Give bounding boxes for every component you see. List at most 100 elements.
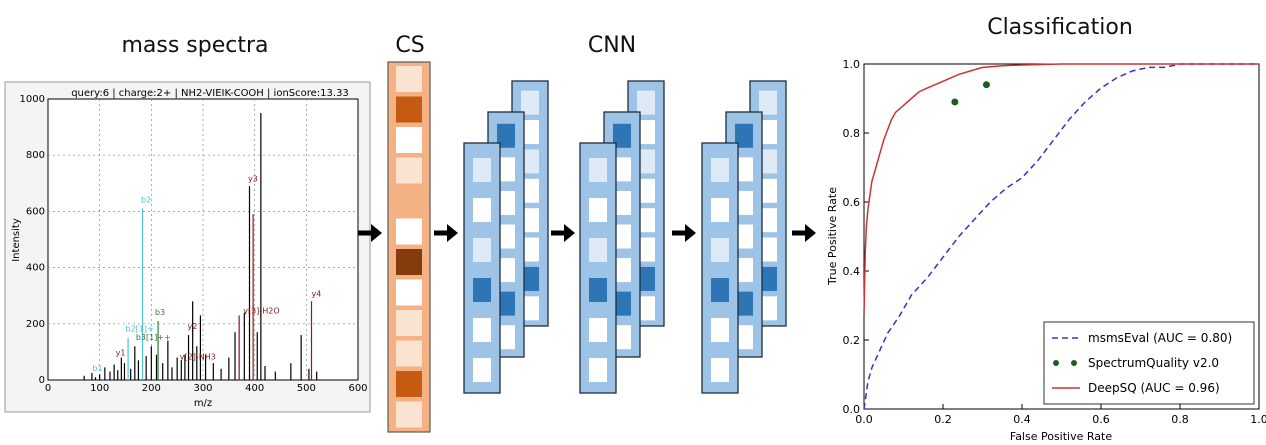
cnn-feature-map-front: [463, 142, 501, 394]
mass-spectra-title: mass spectra: [121, 33, 268, 58]
cnn-cell: [711, 198, 729, 222]
cnn-cell: [637, 178, 655, 203]
spectrum-peak-label: b2: [141, 195, 151, 204]
cnn-cell: [735, 325, 753, 350]
cnn-cell: [473, 198, 491, 222]
cnn-cell: [473, 238, 491, 262]
cnn-cell: [735, 157, 753, 182]
cnn-cell: [521, 178, 539, 203]
roc-ylabel: True Positive Rate: [826, 187, 839, 286]
flow-arrow-head: [685, 224, 696, 242]
cnn-cell: [637, 90, 655, 115]
cnn-cell: [589, 358, 607, 382]
spectrum-panel: query:6 | charge:2+ | NH2-VIEIK-COOH | i…: [4, 81, 371, 413]
legend-swatch-spectrumquality-a: [1053, 360, 1059, 366]
cs-title: CS: [395, 33, 424, 58]
spectrum-header: query:6 | charge:2+ | NH2-VIEIK-COOH | i…: [71, 88, 349, 99]
cs-cell: [396, 371, 422, 397]
cnn-cell: [711, 238, 729, 262]
cnn-cell: [497, 258, 515, 283]
spectrum-xtick-label: 300: [193, 383, 212, 394]
cnn-cell: [521, 120, 539, 145]
roc-point-spectrumquality: [951, 98, 959, 106]
cnn-cell: [497, 157, 515, 182]
cnn-cell: [473, 318, 491, 342]
cs-cell: [396, 66, 422, 92]
cnn-cell: [711, 318, 729, 342]
cnn-cell: [735, 123, 753, 148]
legend-label-msmseval: msmsEval (AUC = 0.80): [1088, 331, 1232, 345]
cs-cell: [396, 218, 422, 245]
spectrum-ytick-label: 1000: [20, 94, 45, 105]
spectrum-ytick-label: 400: [26, 263, 45, 274]
cnn-cell: [735, 224, 753, 249]
spectrum-peak-label: b3[1]++: [136, 333, 171, 342]
cnn-cell: [759, 237, 777, 262]
spectrum-peak-label: b2[1]+: [126, 325, 154, 334]
roc-xtick-label: 0.2: [934, 413, 952, 426]
roc-ytick-label: 1.0: [843, 58, 861, 71]
spectrum-ytick-label: 600: [26, 206, 45, 217]
spectrum-peak-labels: b1 y1 b2[1]+ b2 b3[1]++ b3 y2 y[2]-NH3 y[3]-H2O y…: [92, 174, 321, 373]
roc-point-spectrumquality: [982, 81, 990, 89]
flow-arrow-head: [447, 224, 458, 242]
cnn-cell: [637, 208, 655, 233]
cnn-cell: [497, 123, 515, 148]
cnn-cell: [759, 296, 777, 321]
spectrum-xtick-label: 200: [142, 383, 161, 394]
spectrum-peak-label: y2: [188, 322, 198, 331]
roc-xtick-label: 1.0: [1250, 413, 1266, 426]
roc-chart: 0.0 0.2 0.4 0.6 0.8 1.0 0.0 0.2 0.4 0.6 0.8 1.0 Fal…: [826, 58, 1266, 443]
cnn-cell: [497, 224, 515, 249]
cnn-cell: [589, 278, 607, 302]
cnn-cell: [497, 325, 515, 350]
cnn-cell: [521, 208, 539, 233]
roc-xtick-label: 0.4: [1013, 413, 1031, 426]
cnn-cell: [521, 149, 539, 174]
cnn-feature-map-front: [701, 142, 739, 394]
cnn-cell: [473, 278, 491, 302]
cnn-cell: [613, 258, 631, 283]
flow-arrows: [358, 224, 816, 242]
flow-arrow-head: [564, 224, 575, 242]
cnn-cell: [497, 291, 515, 316]
spectrum-peak-label: y3: [248, 174, 258, 183]
cnn-cell: [521, 296, 539, 321]
spectrum-xtick-label: 0: [45, 383, 51, 394]
spectrum-peak-label: y[3]-H2O: [243, 306, 279, 315]
spectrum-peak-label: y[2]-NH3: [180, 353, 216, 362]
cs-cell: [396, 96, 422, 123]
cnn-cell: [521, 266, 539, 291]
cnn-cell: [759, 266, 777, 291]
spectrum-ylabel: Intensity: [11, 218, 22, 262]
cs-vector: [387, 61, 431, 433]
cs-cell: [396, 127, 422, 153]
cnn-cell: [589, 318, 607, 342]
cs-cell: [396, 340, 422, 367]
roc-ytick-label: 0.0: [843, 403, 861, 416]
cnn-cell: [497, 190, 515, 215]
roc-ytick-label: 0.6: [843, 196, 861, 209]
spectrum-ytick-label: 0: [39, 375, 45, 386]
roc-xtick-label: 0.6: [1092, 413, 1110, 426]
cnn-cell: [735, 258, 753, 283]
cs-vector-frame: [387, 61, 431, 433]
roc-ytick-label: 0.4: [843, 265, 861, 278]
roc-xlabel: False Positive Rate: [1010, 430, 1112, 443]
spectrum-grid: [48, 99, 358, 380]
cnn-cell: [637, 296, 655, 321]
cnn-title: CNN: [588, 33, 636, 58]
cnn-cell: [613, 190, 631, 215]
cnn-cell: [521, 90, 539, 115]
cnn-cell: [613, 224, 631, 249]
spectrum-xlabel: m/z: [194, 398, 212, 409]
cnn-cell: [711, 158, 729, 182]
roc-series: [863, 63, 1259, 410]
cnn-panel-frame: [579, 142, 617, 394]
cnn-cell: [613, 325, 631, 350]
flow-arrow-head: [805, 224, 816, 242]
legend-label-spectrumquality: SpectrumQuality v2.0: [1088, 356, 1219, 370]
spectrum-ytick-label: 800: [26, 150, 45, 161]
cnn-cell: [735, 190, 753, 215]
